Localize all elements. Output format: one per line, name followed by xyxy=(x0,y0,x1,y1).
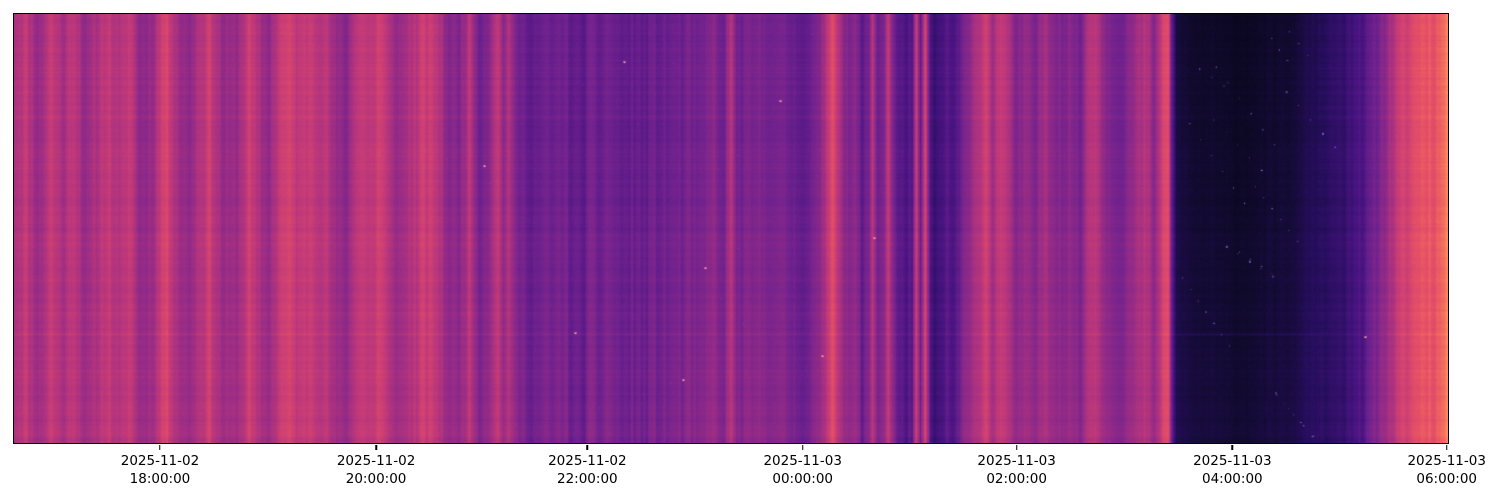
x-tick-mark xyxy=(1445,445,1448,450)
x-tick-label: 2025-11-03 06:00:00 xyxy=(1407,452,1485,488)
x-tick-label: 2025-11-03 04:00:00 xyxy=(1193,452,1271,488)
x-tick-label-date: 2025-11-03 xyxy=(1193,453,1272,469)
x-tick-label-time: 22:00:00 xyxy=(556,471,618,487)
x-tick-label-time: 04:00:00 xyxy=(1201,471,1263,487)
x-tick-label-time: 06:00:00 xyxy=(1416,471,1478,487)
x-tick-label: 2025-11-03 00:00:00 xyxy=(763,452,841,488)
x-tick-label-date: 2025-11-02 xyxy=(120,453,200,469)
x-tick-label-time: 02:00:00 xyxy=(986,471,1047,487)
x-tick-label-date: 2025-11-03 xyxy=(977,453,1056,469)
x-tick-label-date: 2025-11-03 xyxy=(1407,453,1486,469)
x-tick-label: 2025-11-02 22:00:00 xyxy=(548,452,626,488)
x-tick-mark xyxy=(586,445,589,450)
x-tick-mark xyxy=(1015,445,1018,450)
x-tick-label-date: 2025-11-03 xyxy=(763,453,842,469)
x-tick-label-date: 2025-11-02 xyxy=(336,453,416,469)
x-tick-label-time: 18:00:00 xyxy=(129,471,191,487)
x-tick-label-date: 2025-11-02 xyxy=(548,453,627,469)
x-tick-mark xyxy=(159,445,161,450)
x-tick-label: 2025-11-03 02:00:00 xyxy=(977,452,1055,488)
x-tick-mark xyxy=(375,445,377,450)
heatmap-canvas xyxy=(13,13,1449,444)
x-tick-label-time: 00:00:00 xyxy=(772,471,833,487)
x-tick-label-time: 20:00:00 xyxy=(345,471,407,487)
x-tick-mark xyxy=(1231,445,1234,450)
x-tick-mark xyxy=(801,445,804,450)
x-tick-label: 2025-11-02 20:00:00 xyxy=(337,452,415,488)
x-tick-label: 2025-11-02 18:00:00 xyxy=(121,452,199,488)
